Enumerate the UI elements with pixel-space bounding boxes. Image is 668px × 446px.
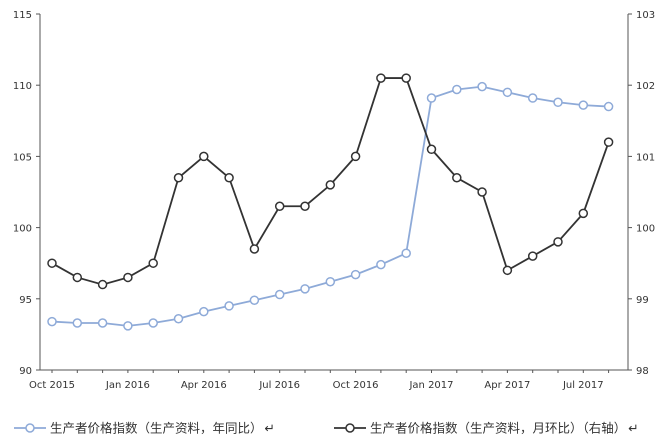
y-left-tick-label: 105 (13, 152, 32, 163)
legend-swatch-marker (345, 423, 355, 433)
y-left-tick-label: 90 (19, 366, 32, 377)
legend-label: 生产者价格指数（生产资料，月环比）（右轴） (370, 421, 626, 436)
x-tick-label: Jan 2017 (408, 380, 453, 391)
data-point (274, 201, 285, 211)
legend-swatch-marker (25, 423, 35, 433)
data-point (553, 237, 563, 247)
data-point (603, 137, 614, 147)
data-point (350, 151, 361, 162)
data-point (553, 97, 563, 108)
data-point (97, 279, 108, 290)
data-point (47, 258, 57, 268)
data-point (376, 259, 386, 270)
data-point (300, 201, 310, 211)
legend-label: 生产者价格指数（生产资料，年同比） (50, 421, 263, 436)
data-point (401, 248, 411, 258)
data-point (199, 151, 209, 162)
data-point (224, 173, 234, 183)
series-mom-right-axis (47, 73, 614, 290)
y-left-tick-label: 95 (19, 295, 32, 306)
data-point (148, 258, 158, 268)
series-yoy-left-axis (47, 81, 614, 331)
y-right-tick-label: 102 (636, 81, 655, 92)
data-point (426, 144, 437, 155)
x-tick-label: Apr 2017 (484, 380, 530, 391)
data-point (426, 93, 437, 103)
x-tick-label: Jul 2017 (562, 380, 604, 391)
data-point (452, 84, 462, 95)
data-point (401, 73, 411, 83)
y-right-tick-label: 98 (636, 366, 649, 377)
data-point (224, 301, 234, 311)
data-point (527, 251, 538, 261)
y-left-tick-label: 100 (13, 224, 32, 235)
data-point (325, 180, 336, 190)
x-tick-label: Apr 2016 (181, 380, 227, 391)
x-tick-label: Oct 2016 (333, 380, 379, 391)
data-point (300, 284, 310, 294)
data-point (97, 318, 108, 328)
chart-axes: 90 95 100 105 110 115 98 99 100 101 102 103 Oct 2015… (13, 10, 655, 391)
data-point (527, 93, 538, 103)
y-right-tick-label: 101 (636, 152, 655, 163)
series-line (51, 85, 609, 327)
y-right-tick-label: 100 (636, 224, 655, 235)
data-point (148, 318, 158, 328)
y-right-tick-label: 103 (636, 10, 655, 21)
data-point (578, 208, 589, 219)
data-point (47, 316, 57, 327)
y-right-tick-label: 99 (636, 295, 649, 306)
x-tick-label: Jul 2016 (258, 380, 300, 391)
data-point (325, 276, 336, 287)
data-point (452, 173, 462, 183)
x-tick-label: Oct 2015 (29, 380, 75, 391)
data-point (72, 272, 83, 283)
data-point (350, 269, 361, 280)
data-point (72, 318, 83, 328)
data-point (603, 101, 614, 112)
chart-series (47, 73, 614, 331)
data-point (477, 81, 487, 92)
data-point (199, 306, 209, 317)
data-point (477, 187, 487, 197)
data-point (173, 173, 184, 183)
data-point (502, 87, 513, 98)
data-point (376, 73, 386, 83)
chart-legend: 生产者价格指数（生产资料，年同比） ↵ 生产者价格指数（生产资料，月环比）（右轴） ↵ (14, 421, 639, 436)
data-point (249, 295, 260, 305)
data-point (173, 313, 184, 324)
data-point (123, 321, 133, 331)
y-left-tick-label: 110 (13, 81, 32, 92)
data-point (502, 265, 513, 276)
legend-return-mark: ↵ (628, 421, 638, 436)
data-point (123, 272, 133, 283)
y-left-tick-label: 115 (13, 10, 32, 21)
x-tick-label: Jan 2016 (105, 380, 150, 391)
data-point (249, 244, 260, 254)
data-point (274, 289, 285, 300)
legend-return-mark: ↵ (265, 421, 275, 436)
data-point (578, 100, 589, 110)
